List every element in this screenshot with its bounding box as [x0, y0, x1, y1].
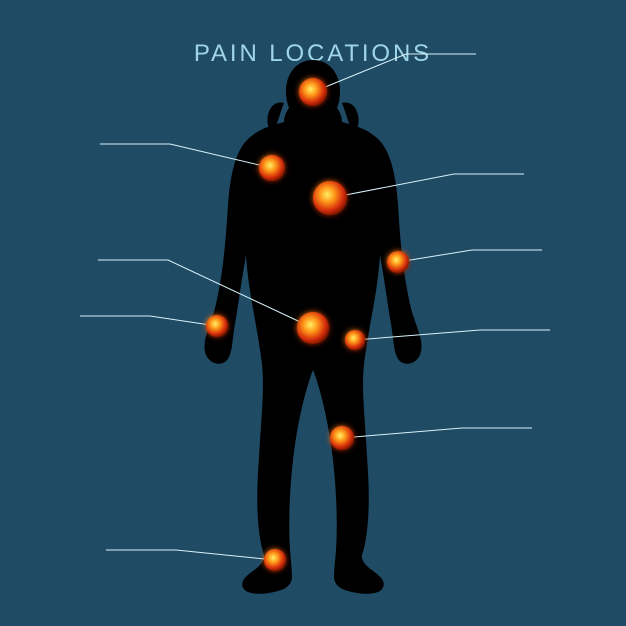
pain-marker-head: [299, 78, 327, 106]
pain-marker-wrist-l: [206, 315, 228, 337]
pain-marker-elbow: [387, 251, 409, 273]
leader-line-hip: [355, 330, 550, 340]
leader-line-knee: [342, 428, 532, 438]
leader-line-elbow: [398, 250, 542, 262]
infographic-stage: PAIN LOCATIONS: [0, 0, 626, 626]
pain-marker-knee: [330, 426, 354, 450]
leader-line-ankle: [106, 550, 275, 560]
pain-marker-chest: [313, 181, 347, 215]
diagram-svg: [0, 0, 626, 626]
pain-marker-shoulder: [259, 155, 285, 181]
pain-marker-abdomen: [297, 312, 329, 344]
pain-marker-hip: [345, 330, 365, 350]
leader-line-wrist-l: [80, 316, 217, 326]
pain-marker-ankle: [264, 549, 286, 571]
